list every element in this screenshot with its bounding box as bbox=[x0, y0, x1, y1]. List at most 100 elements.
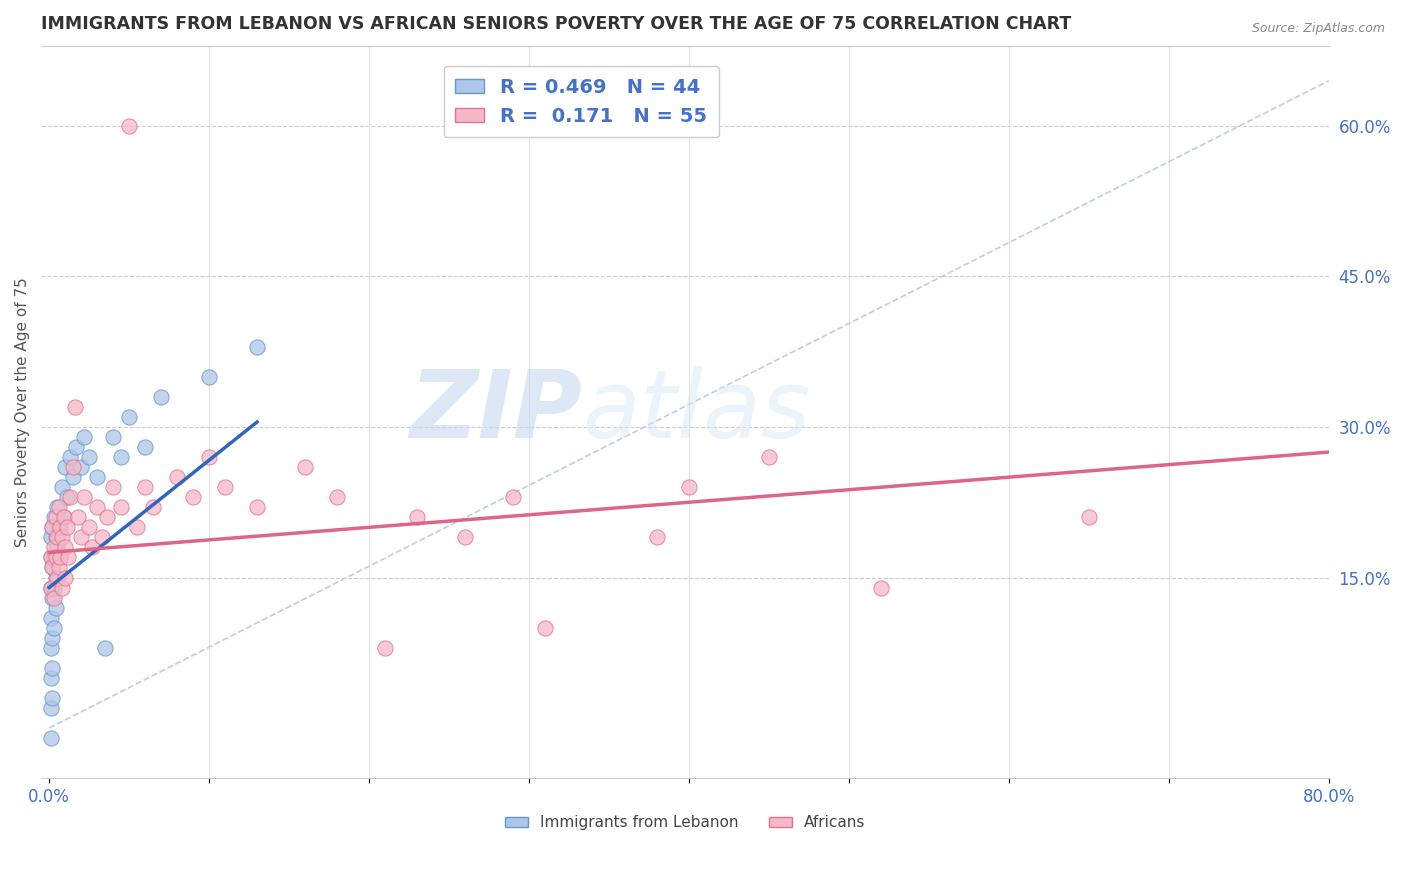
Point bbox=[65, 440, 87, 454]
Point bbox=[73, 430, 96, 444]
Point bbox=[110, 500, 132, 515]
Point bbox=[42, 550, 65, 565]
Point bbox=[51, 530, 73, 544]
Point bbox=[44, 510, 66, 524]
Point bbox=[118, 119, 141, 133]
Point bbox=[870, 581, 893, 595]
Point bbox=[39, 671, 62, 685]
Point bbox=[39, 550, 62, 565]
Point bbox=[41, 560, 63, 574]
Point bbox=[55, 520, 77, 534]
Point bbox=[96, 510, 118, 524]
Point bbox=[48, 560, 70, 574]
Point bbox=[406, 510, 429, 524]
Y-axis label: Seniors Poverty Over the Age of 75: Seniors Poverty Over the Age of 75 bbox=[15, 277, 30, 547]
Point bbox=[48, 500, 70, 515]
Point bbox=[86, 500, 108, 515]
Point bbox=[134, 440, 156, 454]
Point bbox=[44, 570, 66, 584]
Point bbox=[101, 480, 124, 494]
Point bbox=[39, 550, 62, 565]
Point bbox=[39, 610, 62, 624]
Point bbox=[59, 490, 82, 504]
Point bbox=[86, 470, 108, 484]
Point bbox=[44, 600, 66, 615]
Point bbox=[41, 690, 63, 705]
Point bbox=[41, 661, 63, 675]
Point bbox=[142, 500, 165, 515]
Text: atlas: atlas bbox=[582, 367, 810, 458]
Point bbox=[198, 369, 221, 384]
Point bbox=[90, 530, 112, 544]
Point bbox=[49, 550, 72, 565]
Point bbox=[59, 450, 82, 464]
Point bbox=[246, 500, 269, 515]
Point bbox=[150, 390, 173, 404]
Point bbox=[41, 520, 63, 534]
Point bbox=[44, 530, 66, 544]
Point bbox=[51, 581, 73, 595]
Point bbox=[678, 480, 700, 494]
Text: IMMIGRANTS FROM LEBANON VS AFRICAN SENIORS POVERTY OVER THE AGE OF 75 CORRELATIO: IMMIGRANTS FROM LEBANON VS AFRICAN SENIO… bbox=[41, 15, 1071, 33]
Point bbox=[41, 560, 63, 574]
Point bbox=[46, 530, 69, 544]
Point bbox=[46, 541, 69, 555]
Point bbox=[70, 460, 93, 475]
Point bbox=[41, 520, 63, 534]
Point bbox=[454, 530, 477, 544]
Point bbox=[62, 470, 84, 484]
Point bbox=[110, 450, 132, 464]
Point bbox=[166, 470, 188, 484]
Point bbox=[53, 570, 76, 584]
Point bbox=[39, 530, 62, 544]
Point bbox=[42, 541, 65, 555]
Point bbox=[62, 460, 84, 475]
Point bbox=[645, 530, 668, 544]
Point bbox=[101, 430, 124, 444]
Point bbox=[49, 550, 72, 565]
Point bbox=[53, 541, 76, 555]
Point bbox=[39, 581, 62, 595]
Point bbox=[52, 510, 75, 524]
Point bbox=[41, 631, 63, 645]
Point bbox=[181, 490, 204, 504]
Point bbox=[198, 450, 221, 464]
Point bbox=[758, 450, 780, 464]
Point bbox=[77, 520, 100, 534]
Point bbox=[63, 400, 86, 414]
Point bbox=[49, 520, 72, 534]
Point bbox=[46, 570, 69, 584]
Point bbox=[294, 460, 316, 475]
Legend: Immigrants from Lebanon, Africans: Immigrants from Lebanon, Africans bbox=[499, 809, 872, 837]
Point bbox=[42, 591, 65, 605]
Point bbox=[246, 340, 269, 354]
Point bbox=[39, 701, 62, 715]
Point bbox=[39, 731, 62, 745]
Point bbox=[118, 409, 141, 424]
Point bbox=[77, 450, 100, 464]
Point bbox=[70, 530, 93, 544]
Point bbox=[534, 621, 557, 635]
Point bbox=[53, 460, 76, 475]
Point bbox=[46, 500, 69, 515]
Point bbox=[82, 541, 104, 555]
Point bbox=[94, 640, 117, 655]
Text: Source: ZipAtlas.com: Source: ZipAtlas.com bbox=[1251, 22, 1385, 36]
Point bbox=[134, 480, 156, 494]
Point bbox=[39, 581, 62, 595]
Point bbox=[374, 640, 396, 655]
Point bbox=[73, 490, 96, 504]
Point bbox=[58, 550, 80, 565]
Point bbox=[214, 480, 236, 494]
Point bbox=[326, 490, 349, 504]
Point bbox=[1077, 510, 1099, 524]
Text: ZIP: ZIP bbox=[409, 366, 582, 458]
Point bbox=[52, 510, 75, 524]
Point bbox=[39, 640, 62, 655]
Point bbox=[127, 520, 149, 534]
Point bbox=[42, 581, 65, 595]
Point bbox=[66, 510, 89, 524]
Point bbox=[41, 591, 63, 605]
Point bbox=[48, 520, 70, 534]
Point bbox=[42, 621, 65, 635]
